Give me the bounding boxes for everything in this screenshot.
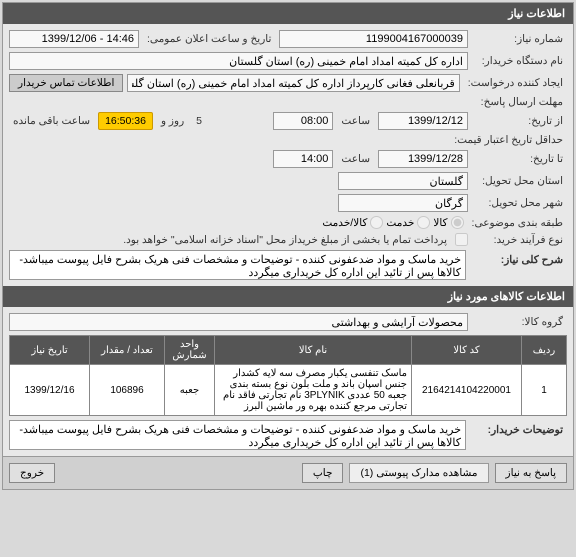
col-code: کد کالا <box>412 336 522 365</box>
days-value: 5 <box>192 115 206 127</box>
treasury-checkbox <box>455 233 468 246</box>
reply-button[interactable]: پاسخ به نیاز <box>495 463 567 483</box>
close-button[interactable]: خروج <box>9 463 55 483</box>
cell-unit: جعبه <box>165 365 215 416</box>
group-label: طبقه بندی موضوعی: <box>468 217 567 229</box>
process-label: نوع فرآیند خرید: <box>472 234 567 246</box>
creator-field <box>127 74 459 92</box>
days-label: روز و <box>157 115 188 127</box>
remaining-label: ساعت باقی مانده <box>9 115 94 127</box>
col-date: تاریخ نیاز <box>10 336 90 365</box>
buyer-notes: خرید ماسک و مواد ضدعفونی کننده - توضیحات… <box>9 420 466 450</box>
items-table: ردیف کد کالا نام کالا واحد شمارش تعداد /… <box>9 335 567 416</box>
announce-value <box>9 30 139 48</box>
deadline-hour <box>273 112 333 130</box>
items-body: گروه کالا: ردیف کد کالا نام کالا واحد شم… <box>3 307 573 456</box>
announce-label: تاریخ و ساعت اعلان عمومی: <box>143 33 275 45</box>
print-button[interactable]: چاپ <box>302 463 344 483</box>
main-panel: اطلاعات نیاز شماره نیاز: تاریخ و ساعت اع… <box>2 2 574 490</box>
need-number-field <box>279 30 468 48</box>
category-radios: کالا خدمت کالا/خدمت <box>322 216 463 229</box>
contact-tab-button[interactable]: اطلاعات تماس خریدار <box>9 74 123 92</box>
hour-label-1: ساعت <box>337 115 374 127</box>
col-unit: واحد شمارش <box>165 336 215 365</box>
col-qty: تعداد / مقدار <box>90 336 165 365</box>
buyer-name-label: نام دستگاه خریدار: <box>472 55 567 67</box>
info-body: شماره نیاز: تاریخ و ساعت اعلان عمومی: نا… <box>3 24 573 286</box>
col-row: ردیف <box>522 336 567 365</box>
to-date-label: تا تاریخ: <box>472 153 567 165</box>
attachments-button[interactable]: مشاهده مدارک پیوستی (1) <box>349 463 488 483</box>
table-row: 1 2164214104220001 ماسک تنفسی یکبار مصرف… <box>10 365 567 416</box>
price-validity-label: حداقل تاریخ اعتبار قیمت: <box>450 134 567 146</box>
deadline-date <box>378 112 468 130</box>
col-name: نام کالا <box>215 336 412 365</box>
radio-both <box>370 216 383 229</box>
panel-title: اطلاعات نیاز <box>3 3 573 24</box>
hour-label-2: ساعت <box>337 153 374 165</box>
group-kala-field <box>9 313 468 331</box>
price-hour <box>273 150 333 168</box>
city-label: شهر محل تحویل: <box>472 197 567 209</box>
radio-goods-label: کالا <box>433 217 447 229</box>
need-number-label: شماره نیاز: <box>472 33 567 45</box>
province-field <box>338 172 468 190</box>
from-date-label: از تاریخ: <box>472 115 567 127</box>
buyer-name-field <box>9 52 468 70</box>
buyer-notes-label: توضیحات خریدار: <box>472 420 567 436</box>
cell-name: ماسک تنفسی یکبار مصرف سه لایه کشدار جنس … <box>215 365 412 416</box>
province-label: استان محل تحویل: <box>472 175 567 187</box>
footer-buttons: پاسخ به نیاز مشاهده مدارک پیوستی (1) چاپ… <box>3 456 573 489</box>
title-text: خرید ماسک و مواد ضدعفونی کننده - توضیحات… <box>9 250 466 280</box>
cell-code: 2164214104220001 <box>412 365 522 416</box>
payment-note: پرداخت تمام یا بخشی از مبلغ خریداز محل "… <box>119 234 451 246</box>
countdown: 16:50:36 <box>98 112 153 130</box>
radio-service <box>417 216 430 229</box>
cell-qty: 106896 <box>90 365 165 416</box>
group-kala-label: گروه کالا: <box>472 316 567 328</box>
radio-service-label: خدمت <box>386 217 414 229</box>
deadline-label: مهلت ارسال پاسخ: <box>472 96 567 108</box>
title-label: شرح کلی نیاز: <box>472 250 567 266</box>
cell-date: 1399/12/16 <box>10 365 90 416</box>
price-date <box>378 150 468 168</box>
radio-both-label: کالا/خدمت <box>322 217 367 229</box>
creator-label: ایجاد کننده درخواست: <box>464 77 567 89</box>
city-field <box>338 194 468 212</box>
radio-goods <box>451 216 464 229</box>
cell-row: 1 <box>522 365 567 416</box>
table-header-row: ردیف کد کالا نام کالا واحد شمارش تعداد /… <box>10 336 567 365</box>
items-header: اطلاعات کالاهای مورد نیاز <box>3 286 573 307</box>
